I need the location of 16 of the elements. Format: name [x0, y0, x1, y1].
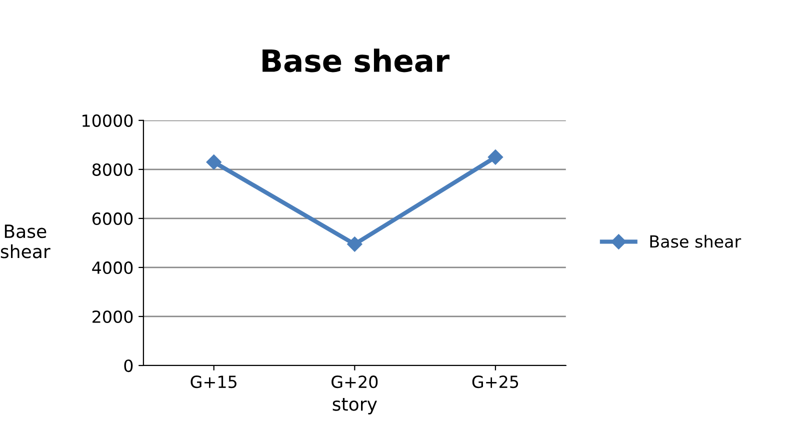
legend-label: Base shear — [650, 234, 742, 248]
y-axis-title: Base shear — [0, 224, 50, 258]
y-tick-label: 8000 — [92, 163, 133, 176]
y-tick-label: 0 — [124, 359, 133, 372]
y-tick-label: 6000 — [92, 212, 133, 226]
y-tick-label: 2000 — [92, 310, 133, 324]
x-axis-title: story — [332, 398, 377, 414]
x-tick-label: G+20 — [332, 376, 378, 388]
point — [206, 154, 222, 170]
point — [347, 236, 362, 252]
x-tick-label: G+25 — [472, 376, 518, 388]
chart-title: Base shear — [262, 48, 450, 72]
y-tick-label: 10000 — [82, 114, 133, 127]
point — [488, 150, 504, 165]
y-tick-label: 4000 — [92, 261, 133, 274]
x-tick-label: G+15 — [190, 376, 236, 388]
